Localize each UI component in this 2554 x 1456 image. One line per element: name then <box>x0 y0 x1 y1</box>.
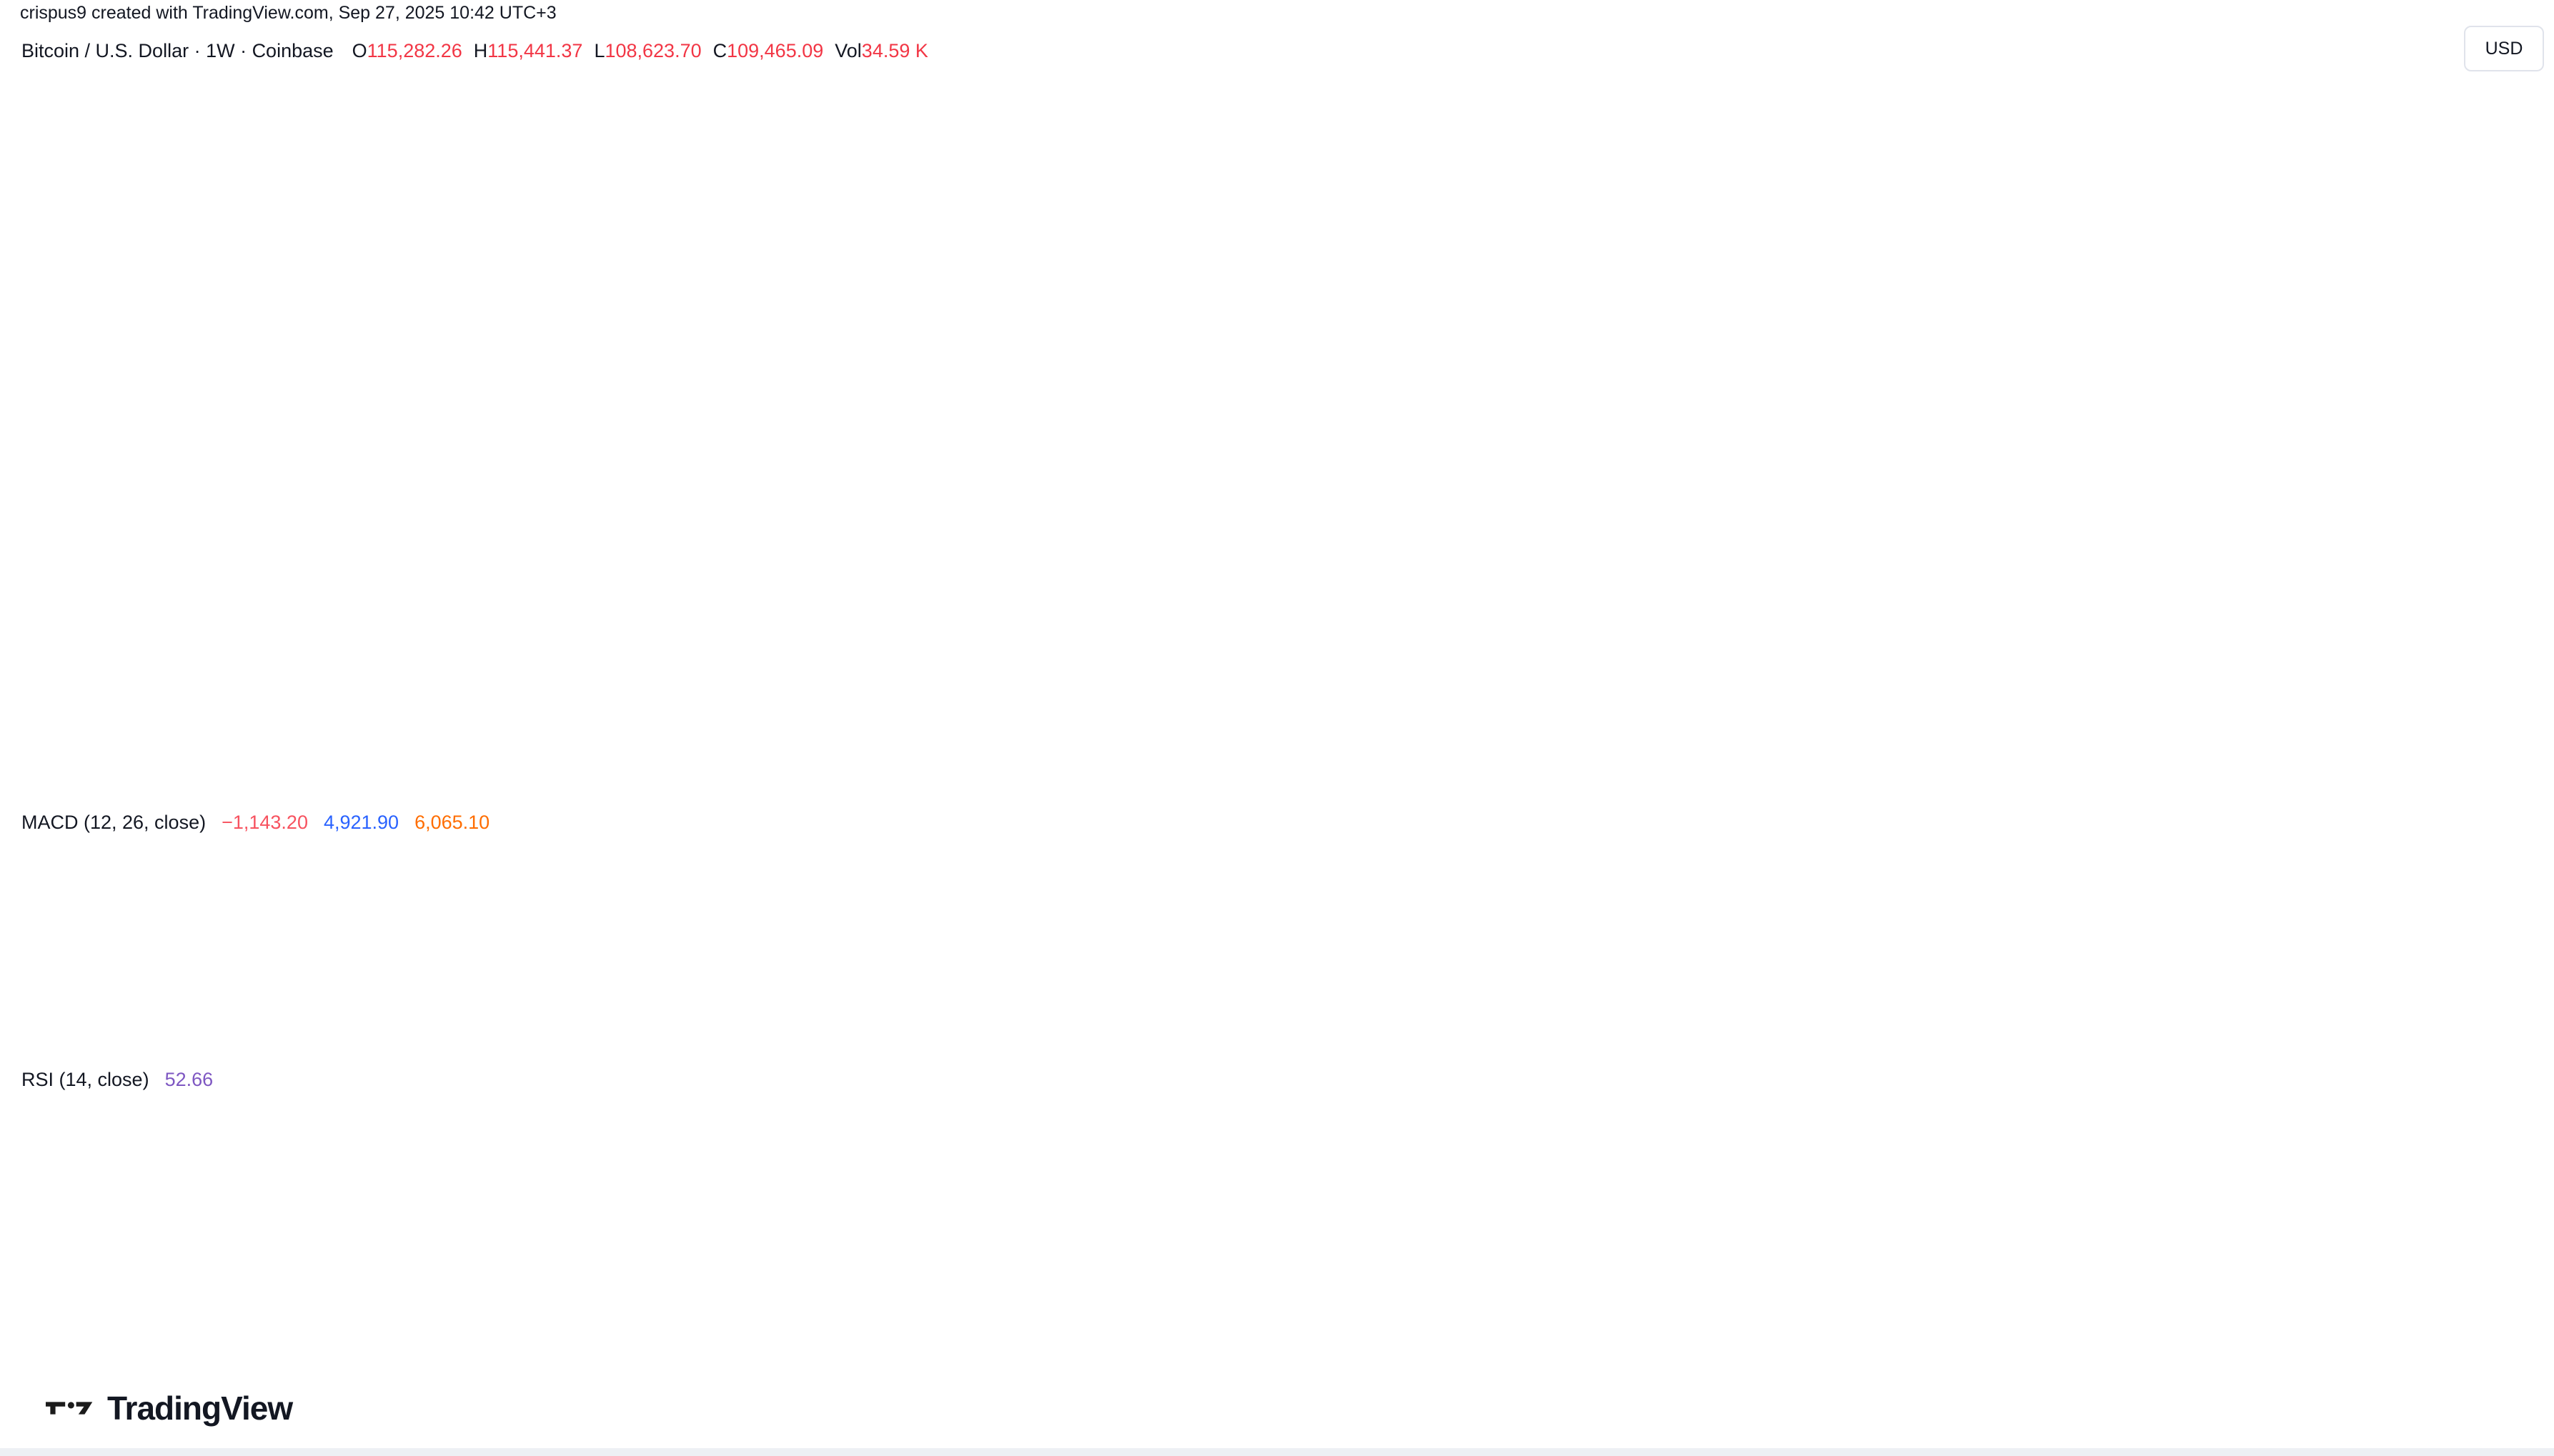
tradingview-logo-text: TradingView <box>107 1390 293 1427</box>
rsi-title: RSI (14, close) <box>21 1069 149 1090</box>
symbol-legend[interactable]: Bitcoin / U.S. Dollar · 1W · Coinbase O11… <box>21 40 928 62</box>
currency-toggle-button[interactable]: USD <box>2464 26 2544 71</box>
macd-line-value: 4,921.90 <box>323 812 399 833</box>
low-value: 108,623.70 <box>605 40 702 61</box>
rsi-value: 52.66 <box>164 1069 214 1090</box>
volume-label: Vol <box>835 40 862 61</box>
open-label: O <box>352 40 367 61</box>
low-label: L <box>594 40 605 61</box>
bottom-divider <box>0 1448 2554 1456</box>
high-label: H <box>473 40 488 61</box>
logo-bar-shape <box>46 1402 66 1415</box>
open-value: 115,282.26 <box>367 40 462 61</box>
symbol-title: Bitcoin / U.S. Dollar · 1W · Coinbase <box>21 40 334 61</box>
macd-signal-value: 6,065.10 <box>414 812 490 833</box>
macd-legend[interactable]: MACD (12, 26, close) −1,143.20 4,921.90 6,0… <box>21 812 490 834</box>
macd-title: MACD (12, 26, close) <box>21 812 207 833</box>
macd-histogram-value: −1,143.20 <box>222 812 308 833</box>
volume-value: 34.59 K <box>861 40 928 61</box>
logo-dot-shape <box>67 1402 74 1409</box>
tradingview-logo[interactable]: TradingView <box>46 1389 293 1427</box>
attribution-text: crispus9 created with TradingView.com, S… <box>20 3 557 23</box>
high-value: 115,441.37 <box>487 40 583 61</box>
close-label: C <box>712 40 727 61</box>
logo-seven-shape <box>76 1402 93 1415</box>
close-value: 109,465.09 <box>727 40 824 61</box>
tradingview-logo-icon <box>46 1402 93 1415</box>
rsi-legend[interactable]: RSI (14, close) 52.66 <box>21 1069 213 1091</box>
